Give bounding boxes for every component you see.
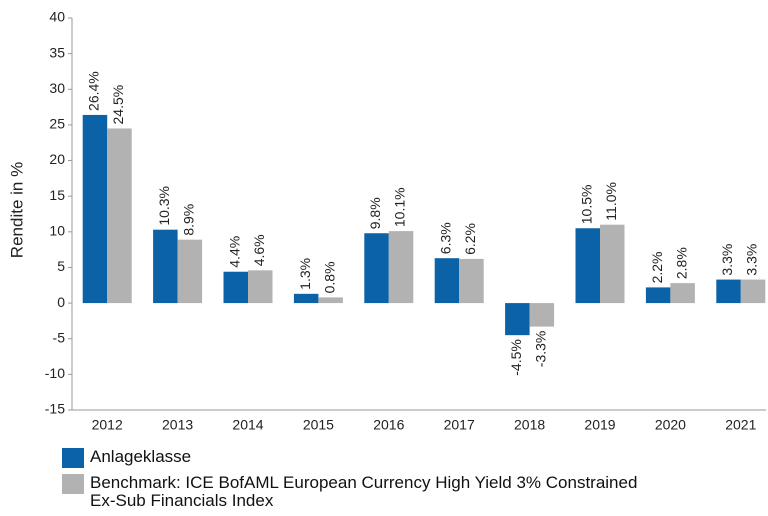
y-axis-label: Rendite in %: [7, 162, 26, 258]
value-label: 4.6%: [251, 234, 267, 266]
bar: [388, 231, 414, 304]
bar: [364, 233, 389, 304]
value-label: 26.4%: [86, 71, 102, 111]
value-label: 1.3%: [297, 258, 313, 290]
bar: [716, 279, 741, 304]
value-label: 3.3%: [744, 244, 760, 276]
legend-item: Benchmark: ICE BofAML European Currency …: [62, 474, 662, 510]
y-tick-label: -10: [45, 365, 65, 381]
value-label: -3.3%: [533, 331, 549, 368]
legend-label: Benchmark: ICE BofAML European Currency …: [90, 473, 638, 510]
bar: [293, 293, 319, 304]
y-tick-label: 35: [49, 44, 65, 60]
value-label: 24.5%: [110, 85, 126, 125]
bar: [505, 303, 530, 336]
value-label: 10.3%: [156, 186, 172, 226]
value-label: 2.2%: [649, 251, 665, 283]
value-label: 2.8%: [673, 247, 689, 279]
y-tick-label: 10: [49, 223, 65, 239]
x-tick-label: 2018: [514, 417, 545, 433]
x-tick-label: 2016: [373, 417, 404, 433]
bar: [740, 279, 766, 304]
y-tick-label: 5: [57, 258, 65, 274]
y-tick-label: -15: [45, 401, 65, 417]
value-label: 0.8%: [321, 261, 337, 293]
value-label: 8.9%: [181, 204, 197, 236]
x-tick-label: 2019: [584, 417, 615, 433]
legend-item: Anlageklasse: [62, 448, 662, 468]
x-tick-label: 2012: [92, 417, 123, 433]
y-tick-label: 20: [49, 151, 65, 167]
bar: [575, 228, 600, 304]
bar: [645, 287, 671, 304]
legend-label: Anlageklasse: [90, 447, 192, 466]
bar: [107, 128, 132, 304]
x-tick-label: 2017: [444, 417, 475, 433]
y-tick-label: 30: [49, 80, 65, 96]
value-label: 4.4%: [226, 236, 242, 268]
y-tick-label: 25: [49, 116, 65, 132]
bar: [223, 271, 248, 304]
bar: [434, 258, 460, 304]
x-tick-label: 2013: [162, 417, 193, 433]
bar: [529, 303, 555, 327]
chart: Rendite in % -15 -10 -5 0 5 10 15 20 25 30 35 40 201…: [7, 9, 766, 433]
legend-swatch: [62, 448, 84, 468]
bar: [82, 114, 108, 304]
value-label: -4.5%: [508, 339, 524, 376]
x-tick-label: 2020: [655, 417, 686, 433]
bar: [177, 239, 203, 304]
value-label: 6.2%: [462, 223, 478, 255]
x-tick-label: 2014: [232, 417, 263, 433]
value-label: 11.0%: [603, 182, 619, 221]
value-label: 3.3%: [719, 244, 735, 276]
y-tick-label: 15: [49, 187, 65, 203]
bar: [248, 270, 273, 304]
bar: [153, 229, 178, 304]
bar: [459, 258, 484, 304]
legend: Anlageklasse Benchmark: ICE BofAML Europe…: [62, 448, 662, 516]
y-tick-label: 0: [57, 294, 65, 310]
x-tick-label: 2015: [303, 417, 334, 433]
value-label: 10.5%: [578, 185, 594, 225]
value-label: 6.3%: [438, 222, 454, 254]
bar: [600, 224, 625, 304]
legend-swatch: [62, 474, 84, 494]
x-tick-label: 2021: [725, 417, 756, 433]
y-tick-label: 40: [49, 9, 65, 25]
y-tick-label: -5: [53, 329, 66, 345]
value-label: 10.1%: [392, 187, 408, 227]
bar: [670, 283, 695, 304]
bar: [318, 297, 343, 304]
value-label: 9.8%: [367, 197, 383, 229]
